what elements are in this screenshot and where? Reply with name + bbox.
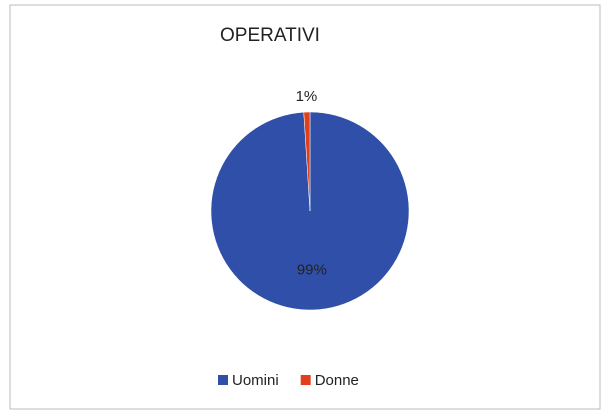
data-label: 1%	[296, 88, 318, 105]
data-label: 99%	[297, 261, 327, 278]
chart-title: OPERATIVI	[220, 25, 320, 46]
legend-label: Uomini	[232, 372, 279, 389]
legend-swatch	[218, 375, 228, 385]
pie-slice	[303, 111, 311, 212]
legend-label: Donne	[315, 372, 359, 389]
legend-swatch	[300, 375, 311, 385]
